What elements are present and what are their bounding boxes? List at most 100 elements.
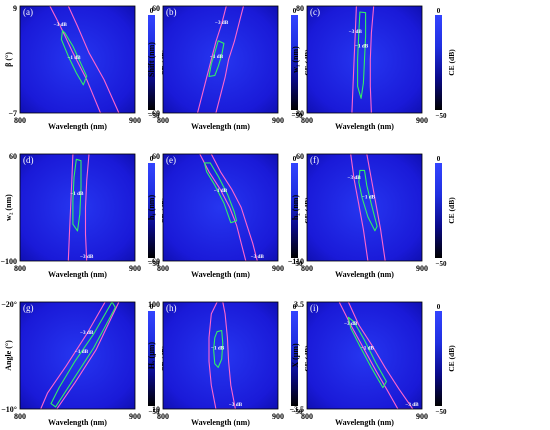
colorbar xyxy=(291,311,298,406)
y-tick-label: 3.5 xyxy=(294,300,304,309)
x-tick-label: 800 xyxy=(14,412,26,421)
panel-tag: (f) xyxy=(310,155,319,165)
colorbar xyxy=(435,15,442,110)
y-tick-label: 60 xyxy=(296,152,304,161)
contour-minus-3db xyxy=(199,154,258,261)
contour-minus-1db xyxy=(208,40,225,77)
x-tick-label: 900 xyxy=(129,116,141,125)
contour-minus-3db xyxy=(40,302,120,409)
x-axis-label: Wavelength (nm) xyxy=(191,270,250,279)
y-tick-label: 60 xyxy=(9,152,17,161)
contour-minus-1db xyxy=(203,162,238,224)
plot-frame xyxy=(19,5,136,114)
contour-minus-3db xyxy=(196,6,245,113)
colorbar-max-label: 0 xyxy=(437,303,441,311)
colorbar-min-label: −50 xyxy=(149,408,160,416)
y-axis-label: h₁ (nm) xyxy=(147,195,156,221)
colorbar-axis-label: CE (dB) xyxy=(447,197,456,224)
panel-tag: (c) xyxy=(310,7,320,17)
y-axis-label: Hᵥ (μm) xyxy=(147,342,156,369)
contour-minus-1db xyxy=(213,329,224,368)
colorbar-min-label: −50 xyxy=(292,112,303,120)
colorbar-min-label: −50 xyxy=(436,408,447,416)
y-tick-label: −80 xyxy=(291,109,304,118)
y-axis-label: w₁ (nm) xyxy=(291,46,300,73)
contour-minus-3db xyxy=(49,6,120,113)
y-tick-label: −10° xyxy=(1,405,17,414)
contour-label: −3 dB xyxy=(349,29,363,35)
x-axis-label: Wavelength (nm) xyxy=(48,122,107,131)
y-axis-label: w₂ (nm) xyxy=(4,194,13,221)
x-tick-label: 800 xyxy=(14,116,26,125)
y-tick-label: 60 xyxy=(152,4,160,13)
x-tick-label: 900 xyxy=(416,264,428,273)
y-tick-label: 80 xyxy=(296,4,304,13)
contour-label: −1 dB xyxy=(362,194,376,200)
contour-label: −1 dB xyxy=(211,346,225,352)
colorbar-axis-label: CE (dB) xyxy=(447,345,456,372)
x-tick-label: 900 xyxy=(129,412,141,421)
colorbar-axis-label: CE (dB) xyxy=(447,49,456,76)
panel-tag: (b) xyxy=(166,7,177,17)
x-tick-label: 800 xyxy=(301,264,313,273)
plot-frame xyxy=(306,5,423,114)
colorbar-max-label: 0 xyxy=(150,155,154,163)
colorbar-max-label: 0 xyxy=(293,7,297,15)
contour-minus-1db xyxy=(358,169,378,232)
panel-tag: (g) xyxy=(23,303,34,313)
y-tick-label: 100 xyxy=(148,300,160,309)
x-axis-label: Wavelength (nm) xyxy=(335,270,394,279)
colorbar-max-label: 0 xyxy=(293,303,297,311)
contour-minus-1db xyxy=(347,316,387,389)
heatmap-area xyxy=(163,154,278,261)
y-axis-label: β (°) xyxy=(4,52,13,67)
plot-frame xyxy=(19,301,136,410)
contour-label: −3 dB xyxy=(54,22,68,28)
contour-label: −3 dB xyxy=(80,254,94,260)
contour-label: −1 dB xyxy=(355,43,369,49)
contour-label: −3 dB xyxy=(251,254,265,260)
x-tick-label: 800 xyxy=(301,412,313,421)
y-axis-label: h₂ (nm) xyxy=(291,195,300,221)
plot-frame xyxy=(306,153,423,262)
heatmap-area xyxy=(20,6,135,113)
panel-tag: (h) xyxy=(166,303,177,313)
y-axis-label: Angle (°) xyxy=(4,340,13,371)
contour-label: −3 dB xyxy=(80,330,94,336)
colorbar-min-label: −50 xyxy=(292,408,303,416)
y-tick-label: −60 xyxy=(147,109,160,118)
x-axis-label: Wavelength (nm) xyxy=(335,418,394,427)
y-tick-label: 60 xyxy=(152,152,160,161)
panel-tag: (i) xyxy=(310,303,319,313)
colorbar-min-label: −50 xyxy=(436,260,447,268)
y-tick-label: −20° xyxy=(1,300,17,309)
colorbar xyxy=(435,163,442,258)
plot-frame xyxy=(162,5,279,114)
contour-label: −1 dB xyxy=(70,191,84,197)
heatmap-area xyxy=(163,302,278,409)
y-tick-label: −100 xyxy=(0,257,17,266)
x-tick-label: 900 xyxy=(129,264,141,273)
contour-label: −1 dB xyxy=(67,55,81,61)
panel-tag: (e) xyxy=(166,155,176,165)
x-tick-label: 800 xyxy=(157,116,169,125)
contour-minus-3db xyxy=(67,154,90,261)
y-axis-label: X (μm) xyxy=(291,343,300,368)
contour-minus-3db xyxy=(208,302,236,409)
y-axis-label: Shift (nm) xyxy=(147,42,156,77)
x-tick-label: 900 xyxy=(416,116,428,125)
contour-minus-1db xyxy=(50,302,116,408)
x-axis-label: Wavelength (nm) xyxy=(191,122,250,131)
x-tick-label: 900 xyxy=(272,412,284,421)
colorbar-max-label: 0 xyxy=(150,303,154,311)
contour-minus-3db xyxy=(350,154,386,261)
contour-label: −3 dB xyxy=(405,402,419,408)
colorbar xyxy=(148,311,155,406)
y-tick-label: −60 xyxy=(147,257,160,266)
colorbar xyxy=(435,311,442,406)
plot-frame xyxy=(19,153,136,262)
